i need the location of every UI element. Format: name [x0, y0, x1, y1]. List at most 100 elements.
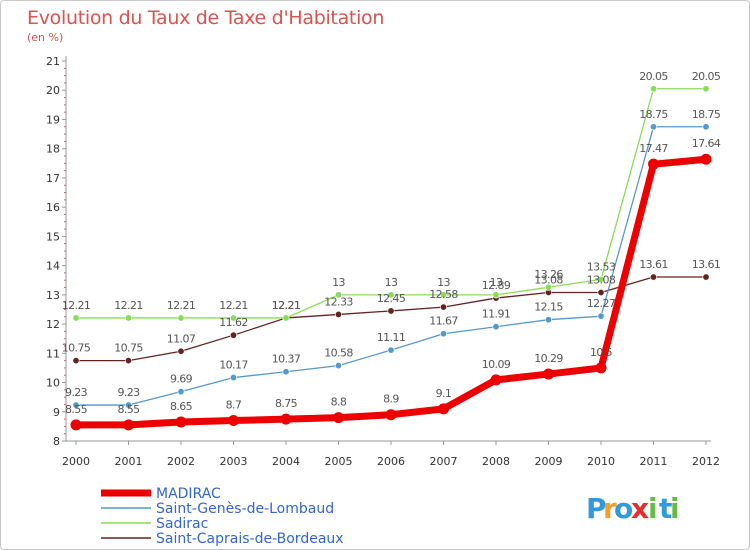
series-point-1 — [492, 323, 500, 331]
data-label-1: 9.23 — [65, 386, 88, 399]
x-tick-label: 2001 — [115, 455, 143, 468]
series-point-3 — [230, 331, 238, 339]
data-label-2: 12.21 — [114, 299, 143, 312]
series-point-1 — [177, 388, 185, 396]
series-point-1 — [282, 368, 290, 376]
data-label-1: 9.23 — [117, 386, 140, 399]
data-label-2: 12.21 — [167, 299, 196, 312]
series-point-2 — [177, 314, 185, 322]
data-label-0: 17.64 — [692, 137, 721, 150]
series-point-0 — [700, 153, 712, 165]
data-label-3: 10.75 — [114, 342, 143, 355]
data-label-1: 18.75 — [692, 108, 721, 121]
series-point-1 — [387, 346, 395, 354]
series-point-2 — [439, 291, 447, 299]
data-label-0: 8.9 — [383, 393, 399, 406]
data-label-0: 8.8 — [331, 396, 347, 409]
series-point-1 — [334, 362, 342, 370]
data-label-2: 20.05 — [639, 70, 668, 83]
data-label-1: 11.11 — [377, 331, 406, 344]
logo-letter: P — [586, 492, 607, 525]
data-label-2: 13 — [332, 276, 345, 289]
data-label-3: 10.75 — [62, 342, 91, 355]
y-tick-label: 13 — [46, 289, 60, 302]
data-label-3: 12.89 — [482, 279, 511, 292]
series-point-3 — [125, 357, 133, 365]
data-label-3: 13.61 — [692, 258, 721, 271]
series-point-0 — [490, 374, 502, 386]
data-label-3: 12.58 — [429, 288, 458, 301]
series-point-2 — [387, 291, 395, 299]
series-point-1 — [439, 330, 447, 338]
chart-lines — [70, 85, 712, 431]
data-label-3: 13.61 — [639, 258, 668, 271]
data-label-2: 12.21 — [62, 299, 91, 312]
data-label-1: 11.67 — [429, 315, 458, 328]
data-label-0: 9.1 — [436, 387, 452, 400]
data-label-2: 12.21 — [272, 299, 301, 312]
logo-letter: o — [614, 492, 633, 525]
logo-letter: i — [648, 492, 658, 525]
chart-subtitle: (en %) — [27, 31, 64, 44]
series-point-0 — [70, 419, 82, 431]
logo-letter: t — [659, 492, 672, 525]
data-label-0: 8.55 — [117, 403, 140, 416]
y-tick-label: 19 — [46, 113, 60, 126]
series-point-1 — [597, 312, 605, 320]
data-label-2: 13 — [437, 276, 450, 289]
legend-label-3: Saint-Caprais-de-Bordeaux — [156, 531, 344, 547]
y-tick-label: 8 — [53, 435, 60, 448]
series-point-3 — [649, 273, 657, 281]
chart-legend: MADIRACSaint-Genès-de-LombaudSadiracSain… — [101, 486, 344, 547]
data-label-1: 12.15 — [534, 301, 563, 314]
logo-letter: i — [670, 492, 680, 525]
chart-title: Evolution du Taux de Taxe d'Habitation — [27, 7, 385, 29]
series-point-2 — [230, 314, 238, 322]
data-label-2: 13 — [490, 276, 503, 289]
x-tick-label: 2004 — [272, 455, 300, 468]
series-point-1 — [544, 316, 552, 324]
chart-axes: 8 9 10 11 12 13 14 15 16 17 18 19 20 21 2000 2001 2002 20… — [46, 55, 720, 468]
data-label-0: 10.09 — [482, 358, 511, 371]
y-tick-label: 21 — [46, 55, 60, 68]
series-point-2 — [702, 85, 710, 93]
series-point-0 — [228, 415, 239, 427]
series-point-3 — [597, 289, 605, 297]
data-label-0: 8.55 — [65, 403, 88, 416]
data-label-0: 8.65 — [170, 400, 193, 413]
data-label-1: 10.37 — [272, 353, 301, 366]
series-point-0 — [438, 403, 449, 415]
legend-label-0: MADIRAC — [156, 486, 221, 502]
data-label-2: 13.53 — [587, 260, 616, 273]
data-label-0: 10.5 — [590, 346, 613, 359]
y-tick-label: 10 — [46, 377, 60, 390]
series-point-2 — [72, 314, 80, 322]
y-tick-label: 16 — [46, 201, 60, 214]
series-point-1 — [649, 123, 657, 131]
series-point-0 — [543, 368, 554, 380]
data-label-3: 11.62 — [219, 316, 248, 329]
logo-letter: x — [631, 492, 649, 525]
legend-label-2: Sadirac — [156, 516, 208, 532]
series-point-3 — [702, 273, 710, 281]
x-tick-label: 2000 — [62, 455, 90, 468]
y-tick-label: 12 — [46, 318, 60, 331]
series-point-2 — [649, 85, 657, 93]
x-tick-label: 2012 — [692, 455, 720, 468]
legend-label-1: Saint-Genès-de-Lombaud — [156, 501, 334, 517]
data-label-1: 18.75 — [639, 108, 668, 121]
data-label-0: 8.75 — [275, 397, 298, 410]
x-tick-label: 2008 — [482, 455, 510, 468]
series-point-0 — [280, 413, 292, 425]
x-tick-label: 2010 — [587, 455, 615, 468]
data-label-3: 12.33 — [324, 295, 353, 308]
y-tick-label: 18 — [46, 143, 60, 156]
series-point-0 — [175, 416, 187, 428]
series-point-0 — [123, 419, 134, 431]
x-tick-label: 2007 — [430, 455, 458, 468]
data-label-1: 10.17 — [219, 359, 248, 372]
data-label-0: 17.47 — [639, 142, 668, 155]
series-point-2 — [597, 275, 605, 283]
